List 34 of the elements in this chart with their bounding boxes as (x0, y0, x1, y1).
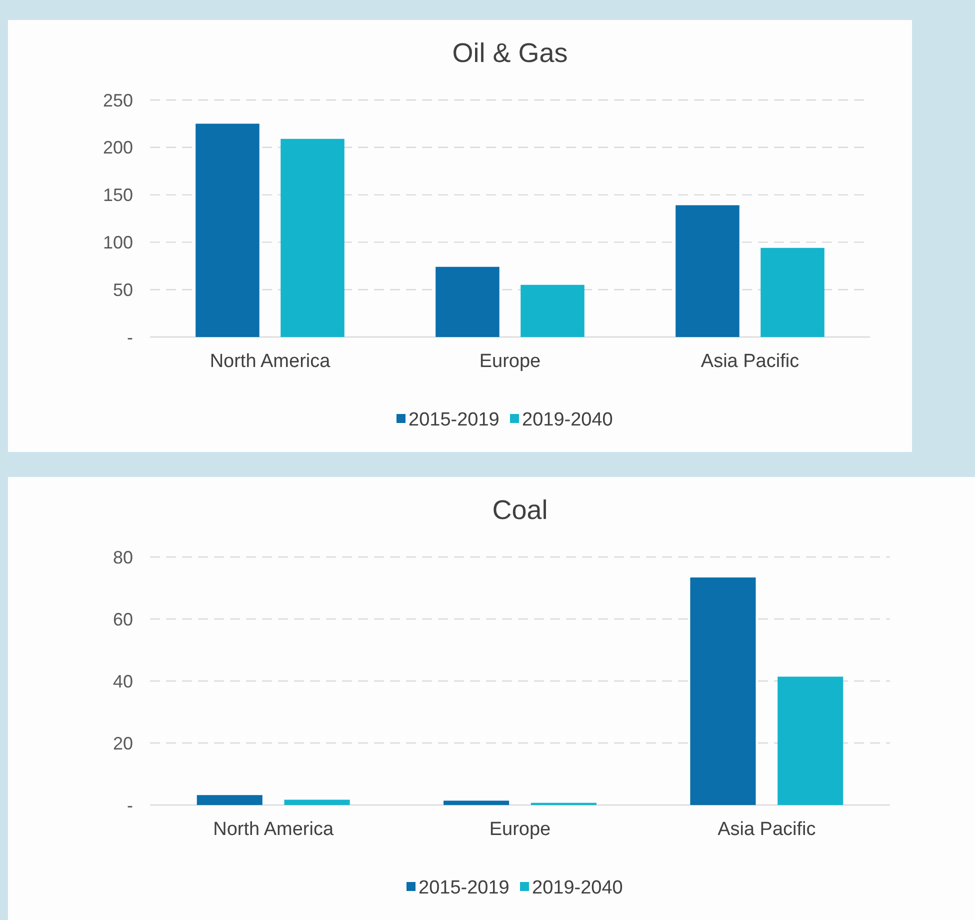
y-tick-label: 150 (102, 185, 133, 206)
y-tick-label: 100 (102, 232, 133, 252)
y-tick-label: - (127, 795, 133, 816)
y-tick-label: 60 (112, 609, 133, 630)
bar (436, 266, 500, 337)
x-tick-label: Asia Pacific (700, 351, 800, 372)
y-tick-label: 20 (112, 733, 133, 754)
x-tick-label: Europe (489, 819, 551, 840)
legend-label: 2019-2040 (532, 878, 623, 899)
y-tick-label: - (127, 327, 133, 348)
chart-title: Oil & Gas (452, 38, 568, 68)
x-tick-label: North America (213, 819, 334, 840)
bar (760, 248, 824, 337)
legend-label: 2015-2019 (418, 878, 510, 899)
bar (444, 800, 510, 805)
legend-label: 2015-2019 (408, 410, 500, 431)
y-tick-label: 250 (102, 90, 133, 110)
bar (196, 795, 262, 805)
x-tick-label: Europe (479, 351, 541, 372)
bar (520, 284, 584, 337)
bar (280, 138, 344, 337)
chart-title: Coal (492, 495, 548, 525)
y-tick-label: 40 (112, 671, 133, 692)
bar (196, 124, 260, 337)
bar (676, 205, 740, 337)
y-tick-label: 200 (102, 138, 133, 158)
bar (778, 676, 844, 805)
x-tick-label: North America (210, 351, 331, 372)
y-tick-label: 50 (112, 280, 133, 300)
y-tick-label: 80 (112, 547, 133, 568)
bar (284, 800, 350, 805)
x-tick-label: Asia Pacific (718, 819, 816, 840)
bar (690, 577, 756, 805)
legend-label: 2019-2040 (522, 410, 613, 431)
